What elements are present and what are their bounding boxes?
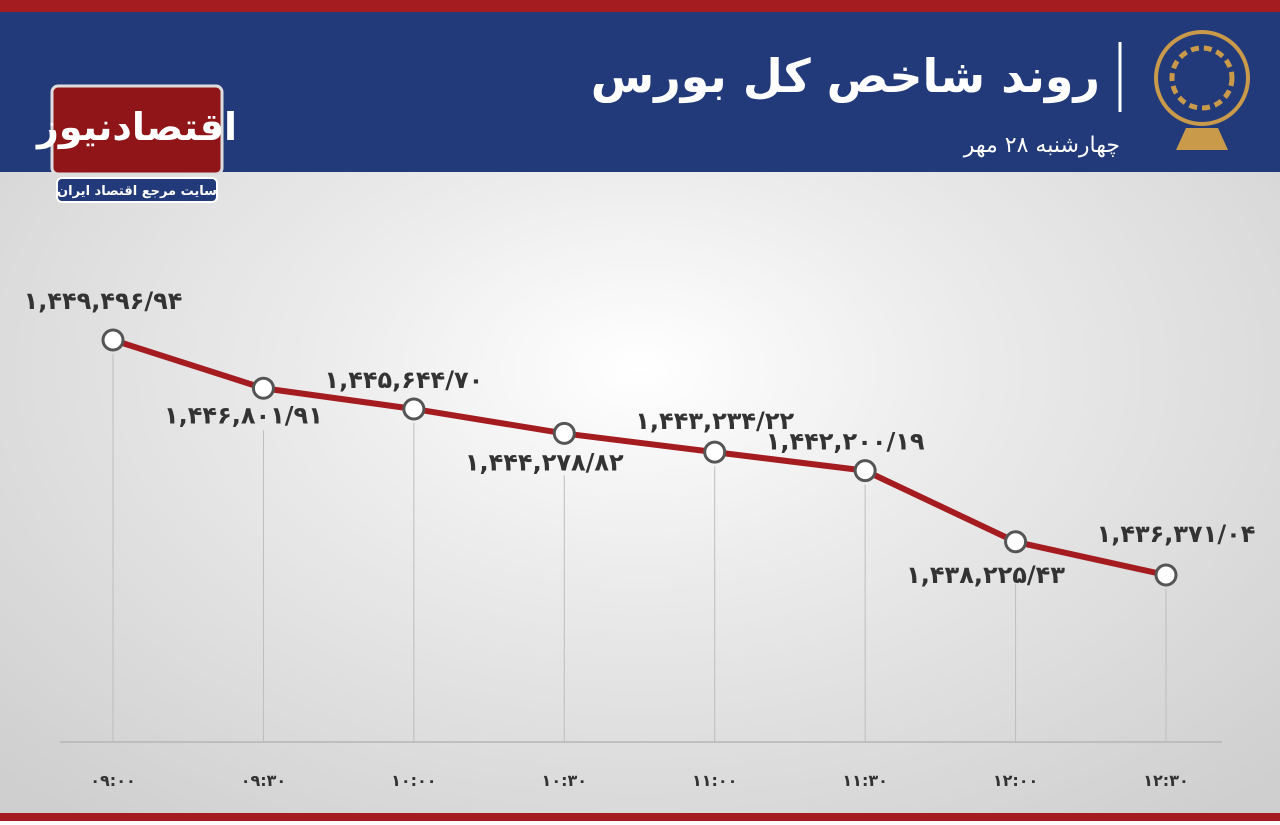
logo: اقتصادنیوز سایت مرجع اقتصاد ایران — [35, 84, 237, 203]
value-label: ۱,۴۳۸,۲۲۵/۴۳ — [906, 561, 1065, 589]
series-line — [112, 337, 1167, 578]
value-label: ۱,۴۴۹,۴۹۶/۹۴ — [24, 287, 183, 315]
emblem-ring — [1154, 30, 1250, 126]
bottom-strip — [0, 813, 1280, 821]
top-strip — [0, 0, 1280, 12]
x-tick-label: ۰۹:۳۰ — [241, 771, 286, 790]
tagline-box — [56, 177, 218, 203]
emblem-base — [1176, 128, 1228, 150]
point — [1154, 563, 1178, 587]
value-label: ۱,۴۴۵,۶۴۴/۷۰ — [324, 366, 483, 394]
x-tick-label: ۱۰:۰۰ — [391, 771, 436, 790]
point — [1004, 530, 1028, 554]
brand-name: اقتصادنیوز — [35, 105, 237, 149]
x-tick-label: ۰۹:۰۰ — [90, 771, 135, 790]
value-label: ۱,۴۴۳,۲۳۴/۲۲ — [635, 407, 794, 435]
x-tick-label: ۱۱:۳۰ — [842, 771, 887, 790]
brand-tagline: سایت مرجع اقتصاد ایران — [57, 184, 217, 199]
emblem-inner — [1169, 45, 1235, 111]
point — [101, 328, 125, 352]
chart-title: روند شاخص کل بورس — [591, 49, 1100, 103]
x-tick-label: ۱۲:۳۰ — [1143, 771, 1188, 790]
x-tick-label: ۱۲:۰۰ — [993, 771, 1038, 790]
emblem — [1154, 30, 1250, 150]
point — [402, 397, 426, 421]
logo-box — [50, 84, 224, 176]
point — [251, 376, 275, 400]
x-tick-label: ۱۰:۳۰ — [542, 771, 587, 790]
value-label: ۱,۴۴۲,۲۰۰/۱۹ — [766, 428, 925, 456]
value-label: ۱,۴۴۴,۲۷۸/۸۲ — [465, 448, 624, 476]
value-label: ۱,۴۳۶,۳۷۱/۰۴ — [1097, 520, 1256, 548]
x-tick-label: ۱۱:۰۰ — [692, 771, 737, 790]
point — [853, 459, 877, 483]
value-label: ۱,۴۴۶,۸۰۱/۹۱ — [164, 401, 323, 429]
point — [552, 421, 576, 445]
chart-subtitle: چهارشنبه ۲۸ مهر — [963, 133, 1120, 158]
point — [703, 440, 727, 464]
